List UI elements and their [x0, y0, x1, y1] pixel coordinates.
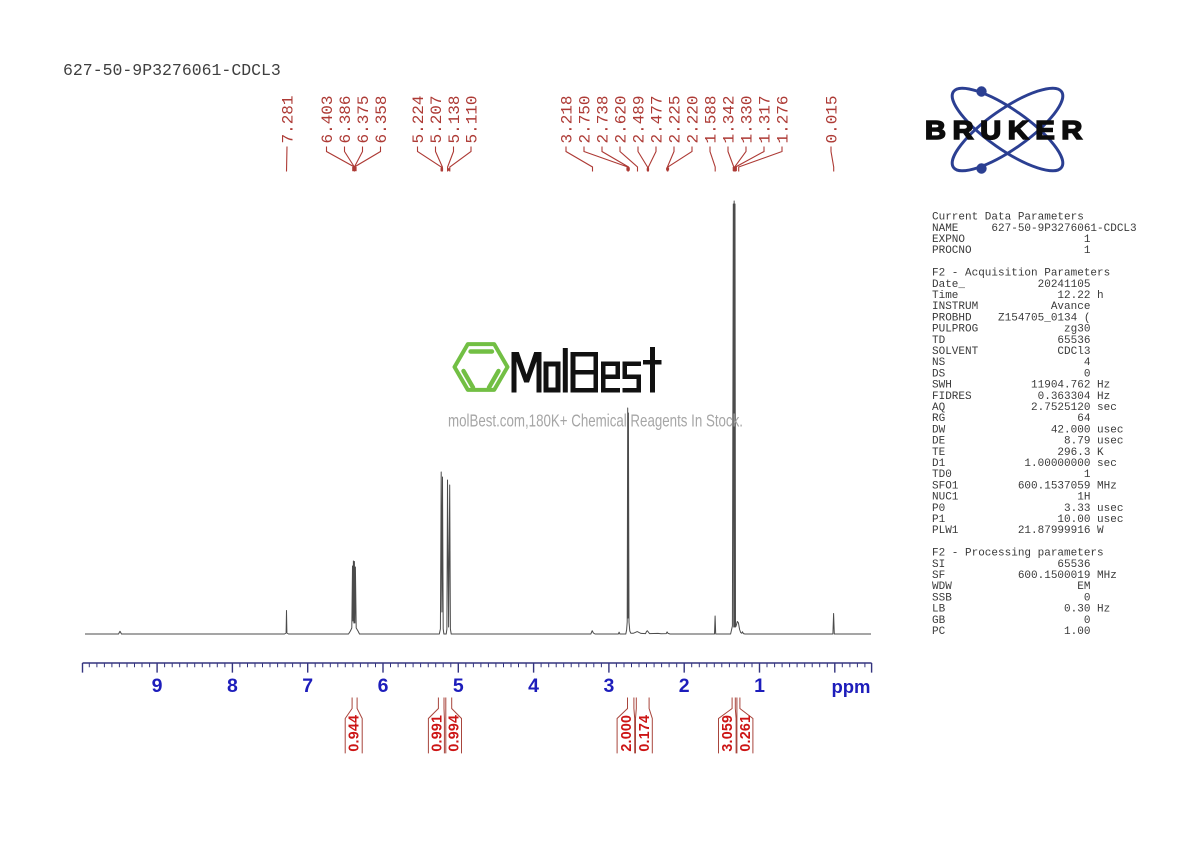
svg-text:EXPNO 1: EXPNO 1 [932, 234, 1091, 246]
svg-text:0.944: 0.944 [347, 715, 363, 752]
svg-text:F2 - Processing parameters: F2 - Processing parameters [932, 548, 1104, 560]
svg-text:Time 12.22 h: Time 12.22 h [932, 290, 1104, 302]
svg-text:0.261: 0.261 [738, 715, 754, 752]
svg-text:2.738: 2.738 [595, 95, 613, 143]
svg-text:2.225: 2.225 [667, 95, 685, 143]
svg-text:PROBHD Z154705_0134 (: PROBHD Z154705_0134 ( [932, 312, 1090, 324]
svg-text:1.330: 1.330 [739, 95, 757, 143]
svg-text:TE 296.3 K: TE 296.3 K [932, 447, 1104, 459]
svg-text:3.059: 3.059 [720, 715, 736, 752]
svg-text:DE 8.79 usec: DE 8.79 usec [932, 436, 1123, 448]
svg-text:6.403: 6.403 [319, 95, 337, 143]
svg-text:P0 3.33 usec: P0 3.33 usec [932, 503, 1123, 515]
svg-text:WDW EM: WDW EM [932, 581, 1090, 593]
svg-text:627-50-9P3276061-CDCL3: 627-50-9P3276061-CDCL3 [63, 61, 281, 80]
svg-text:2.750: 2.750 [577, 95, 595, 143]
svg-text:6.386: 6.386 [337, 95, 355, 143]
svg-text:LB 0.30 Hz: LB 0.30 Hz [932, 604, 1110, 616]
svg-text:SI 65536: SI 65536 [932, 559, 1090, 571]
svg-text:2.000: 2.000 [619, 715, 635, 752]
svg-text:2.489: 2.489 [631, 95, 649, 143]
svg-text:PULPROG zg30: PULPROG zg30 [932, 324, 1090, 336]
svg-text:DW 42.000 usec: DW 42.000 usec [932, 424, 1123, 436]
svg-text:NAME 627-50-9P3276061-CDCL: NAME 627-50-9P3276061-CDCL3 [932, 223, 1137, 235]
svg-text:NUC1 1H: NUC1 1H [932, 492, 1090, 504]
svg-text:GB 0: GB 0 [932, 615, 1090, 627]
svg-text:DS 0: DS 0 [932, 368, 1090, 380]
svg-text:FIDRES 0.363304 Hz: FIDRES 0.363304 Hz [932, 391, 1110, 403]
svg-text:0.991: 0.991 [429, 715, 445, 752]
svg-text:TD0 1: TD0 1 [932, 469, 1091, 481]
svg-text:8: 8 [227, 675, 238, 697]
svg-text:1.342: 1.342 [721, 95, 739, 143]
svg-text:5: 5 [453, 675, 464, 697]
svg-text:RG 64: RG 64 [932, 413, 1091, 425]
svg-text:P1 10.00 usec: P1 10.00 usec [932, 514, 1123, 526]
svg-text:6: 6 [378, 675, 389, 697]
svg-text:2.220: 2.220 [685, 95, 703, 143]
svg-text:6.375: 6.375 [355, 95, 373, 143]
svg-text:3: 3 [603, 675, 614, 697]
svg-text:2.477: 2.477 [649, 95, 667, 143]
svg-text:NS 4: NS 4 [932, 357, 1091, 369]
svg-text:5.207: 5.207 [428, 95, 446, 143]
svg-text:SWH 11904.762 Hz: SWH 11904.762 Hz [932, 380, 1110, 392]
svg-text:3.218: 3.218 [559, 95, 577, 143]
svg-text:D1 1.00000000 sec: D1 1.00000000 sec [932, 458, 1117, 470]
svg-text:1.317: 1.317 [757, 95, 775, 143]
svg-text:5.138: 5.138 [446, 95, 464, 143]
svg-text:1.588: 1.588 [703, 95, 721, 143]
svg-text:Date_ 20241105: Date_ 20241105 [932, 279, 1090, 291]
svg-text:1: 1 [754, 675, 765, 697]
svg-text:0.994: 0.994 [447, 715, 463, 752]
svg-text:7: 7 [302, 675, 313, 697]
svg-text:F2 - Acquisition Parameters: F2 - Acquisition Parameters [932, 268, 1110, 280]
svg-text:7.281: 7.281 [280, 95, 298, 143]
svg-text:PLW1 21.87999916 W: PLW1 21.87999916 W [932, 525, 1104, 537]
svg-text:PROCNO 1: PROCNO 1 [932, 245, 1091, 257]
svg-text:SSB 0: SSB 0 [932, 592, 1090, 604]
svg-text:2.620: 2.620 [613, 95, 631, 143]
svg-text:Current Data Parameters: Current Data Parameters [932, 212, 1084, 224]
svg-text:SFO1 600.1537059 MHz: SFO1 600.1537059 MHz [932, 480, 1117, 492]
svg-text:TD 65536: TD 65536 [932, 335, 1090, 347]
svg-text:2: 2 [679, 675, 690, 697]
svg-text:ppm: ppm [831, 676, 870, 697]
svg-text:5.224: 5.224 [410, 95, 428, 143]
svg-text:0.015: 0.015 [824, 95, 842, 143]
svg-text:PC 1.00: PC 1.00 [932, 626, 1090, 638]
svg-text:INSTRUM Avance: INSTRUM Avance [932, 301, 1090, 313]
svg-text:BRUKER: BRUKER [925, 115, 1089, 145]
svg-text:1.276: 1.276 [775, 95, 793, 143]
svg-text:5.110: 5.110 [464, 95, 482, 143]
svg-text:SOLVENT CDCl3: SOLVENT CDCl3 [932, 346, 1090, 358]
svg-text:0.174: 0.174 [637, 715, 653, 752]
svg-text:4: 4 [528, 675, 539, 697]
svg-text:9: 9 [152, 675, 163, 697]
svg-text:6.358: 6.358 [373, 95, 391, 143]
svg-text:AQ 2.7525120 sec: AQ 2.7525120 sec [932, 402, 1117, 414]
svg-text:SF 600.1500019 MHz: SF 600.1500019 MHz [932, 570, 1117, 582]
svg-text:molBest.com,180K+ Chemical Rea: molBest.com,180K+ Chemical Reagents In S… [448, 412, 743, 431]
